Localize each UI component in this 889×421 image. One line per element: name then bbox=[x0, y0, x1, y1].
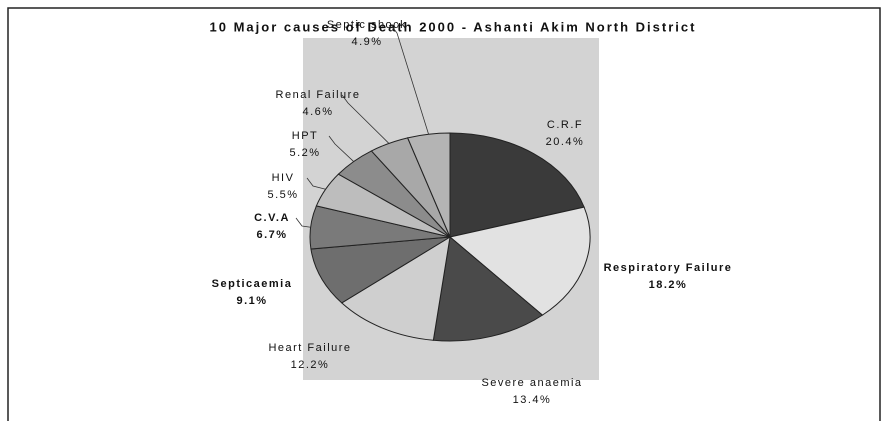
value-label: 9.1% bbox=[236, 295, 267, 307]
slice-label: Heart Failure bbox=[268, 342, 351, 354]
value-label: 5.2% bbox=[289, 147, 320, 159]
value-label: 4.6% bbox=[302, 106, 333, 118]
chart-title: 10 Major causes of Death 2000 - Ashanti … bbox=[210, 19, 697, 34]
slice-label: C.R.F bbox=[547, 119, 583, 131]
value-label: 13.4% bbox=[513, 394, 552, 406]
leader-line bbox=[341, 94, 390, 144]
leader-line bbox=[328, 135, 354, 162]
leader-line bbox=[295, 217, 311, 228]
value-label: 6.7% bbox=[256, 229, 287, 241]
slice-label: Severe anaemia bbox=[481, 377, 582, 389]
slice-label: Septic shock bbox=[327, 19, 407, 31]
pie-slice bbox=[449, 132, 585, 238]
pie-slice bbox=[432, 236, 544, 342]
slice-label: HPT bbox=[292, 130, 319, 142]
pie-slice bbox=[310, 236, 451, 304]
leader-line bbox=[306, 177, 326, 190]
leader-line bbox=[390, 24, 429, 135]
value-label: 12.2% bbox=[291, 359, 330, 371]
value-label: 4.9% bbox=[351, 36, 382, 48]
slice-label: Renal Failure bbox=[276, 89, 361, 101]
slice-label: Respiratory Failure bbox=[604, 262, 733, 274]
value-label: 18.2% bbox=[649, 279, 688, 291]
slice-label: Septicaemia bbox=[212, 278, 293, 290]
pie-slice bbox=[448, 206, 591, 316]
slice-label: C.V.A bbox=[254, 212, 290, 224]
slice-label: HIV bbox=[272, 172, 295, 184]
value-label: 5.5% bbox=[267, 189, 298, 201]
pie-slice bbox=[340, 236, 451, 341]
value-label: 20.4% bbox=[546, 136, 585, 148]
pie-slice bbox=[406, 132, 451, 238]
